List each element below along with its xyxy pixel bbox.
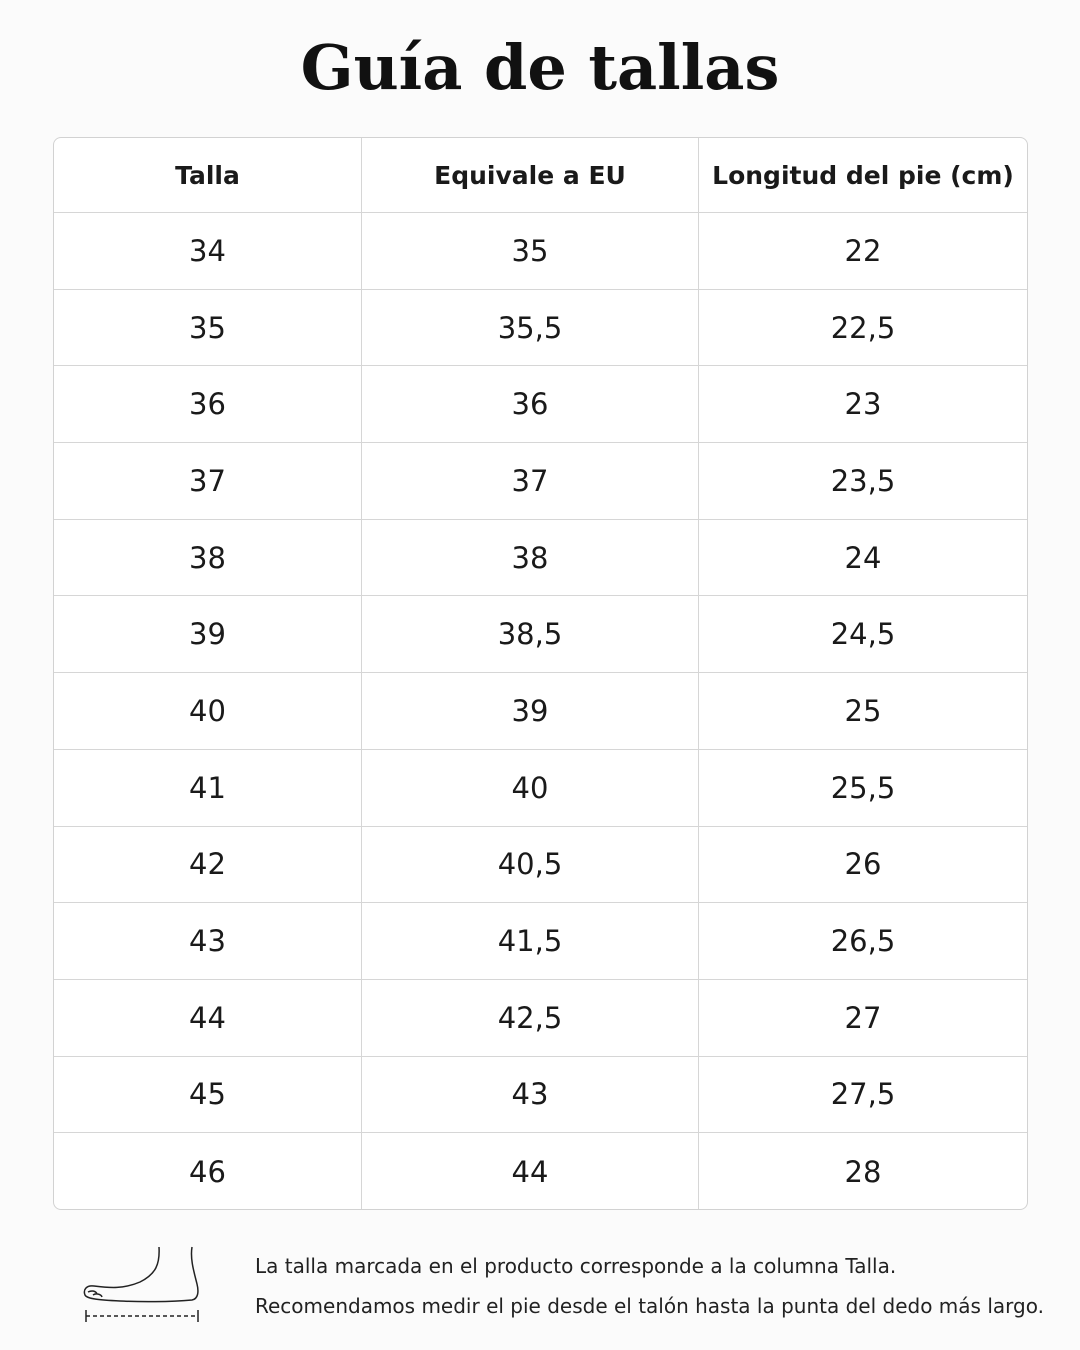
table-row: 40 39 25 bbox=[54, 673, 1027, 750]
notes: La talla marcada en el producto correspo… bbox=[255, 1246, 1044, 1326]
table-cell: 46 bbox=[54, 1133, 362, 1209]
table-cell: 35 bbox=[54, 289, 362, 366]
table-cell: 42 bbox=[54, 826, 362, 903]
table-cell: 44 bbox=[54, 979, 362, 1056]
table-cell: 38 bbox=[362, 519, 699, 596]
table-cell: 40 bbox=[362, 749, 699, 826]
table-cell: 27,5 bbox=[830, 1077, 896, 1112]
table-cell: 39 bbox=[362, 673, 699, 749]
table-cell: 24,5 bbox=[830, 617, 896, 652]
table-row: 46 44 28 bbox=[54, 1133, 1027, 1209]
note: La talla marcada en el producto correspo… bbox=[255, 1254, 897, 1278]
table-row: 39 38,5 24,5 bbox=[54, 596, 1027, 674]
table-cell: 34 bbox=[54, 213, 362, 289]
table-cell: 40,5 bbox=[362, 826, 699, 903]
note: Recomendamos medir el pie desde el talón… bbox=[255, 1294, 1044, 1318]
table-cell: 38,5 bbox=[362, 596, 699, 673]
table-row: 41 40 25,5 bbox=[54, 749, 1027, 827]
table-cell: 26,5 bbox=[830, 924, 896, 959]
table-cell: 44 bbox=[362, 1133, 699, 1209]
table-cell: 41 bbox=[54, 749, 362, 826]
column-header: Equivale a EU bbox=[362, 138, 699, 212]
table-row: 45 43 27,5 bbox=[54, 1056, 1027, 1134]
foot-icon bbox=[83, 1246, 199, 1322]
table-cell: 43 bbox=[54, 903, 362, 979]
size-table: Talla Equivale a EU Longitud del pie (cm) 3… bbox=[53, 137, 1028, 1210]
table-cell: 37 bbox=[362, 443, 699, 519]
table-row: 38 38 24 bbox=[54, 519, 1027, 597]
title: Guía de tallas bbox=[300, 31, 780, 104]
header-row: Talla Equivale a EU Longitud del pie (cm) bbox=[54, 138, 1027, 213]
table-cell: 40 bbox=[54, 673, 362, 749]
table-row: 44 42,5 27 bbox=[54, 979, 1027, 1057]
table-row: 43 41,5 26,5 bbox=[54, 903, 1027, 980]
table-cell: 45 bbox=[54, 1056, 362, 1133]
table-cell: 22 bbox=[844, 233, 882, 268]
table-cell: 22,5 bbox=[830, 310, 896, 345]
table-row: 42 40,5 26 bbox=[54, 826, 1027, 904]
table-cell: 43 bbox=[362, 1056, 699, 1133]
table-cell: 23 bbox=[844, 387, 882, 422]
table-cell: 23,5 bbox=[830, 463, 896, 498]
table-row: 37 37 23,5 bbox=[54, 443, 1027, 520]
table-cell: 38 bbox=[54, 519, 362, 596]
table-cell: 35 bbox=[362, 213, 699, 289]
table-cell: 41,5 bbox=[362, 903, 699, 979]
table-cell: 25,5 bbox=[830, 770, 896, 805]
table-cell: 27 bbox=[844, 1000, 882, 1035]
table-row: 36 36 23 bbox=[54, 366, 1027, 444]
table-cell: 35,5 bbox=[362, 289, 699, 366]
table-cell: 28 bbox=[844, 1154, 882, 1189]
table-row: 35 35,5 22,5 bbox=[54, 289, 1027, 367]
table-cell: 24 bbox=[844, 540, 882, 575]
table-row: 34 35 22 bbox=[54, 213, 1027, 290]
column-header: Longitud del pie (cm) bbox=[712, 160, 1014, 190]
table-cell: 39 bbox=[54, 596, 362, 673]
table-cell: 25 bbox=[844, 693, 882, 728]
table-cell: 42,5 bbox=[362, 979, 699, 1056]
table-cell: 36 bbox=[362, 366, 699, 443]
table-cell: 36 bbox=[54, 366, 362, 443]
table-cell: 37 bbox=[54, 443, 362, 519]
table-cell: 26 bbox=[844, 847, 882, 882]
column-header: Talla bbox=[54, 138, 362, 212]
